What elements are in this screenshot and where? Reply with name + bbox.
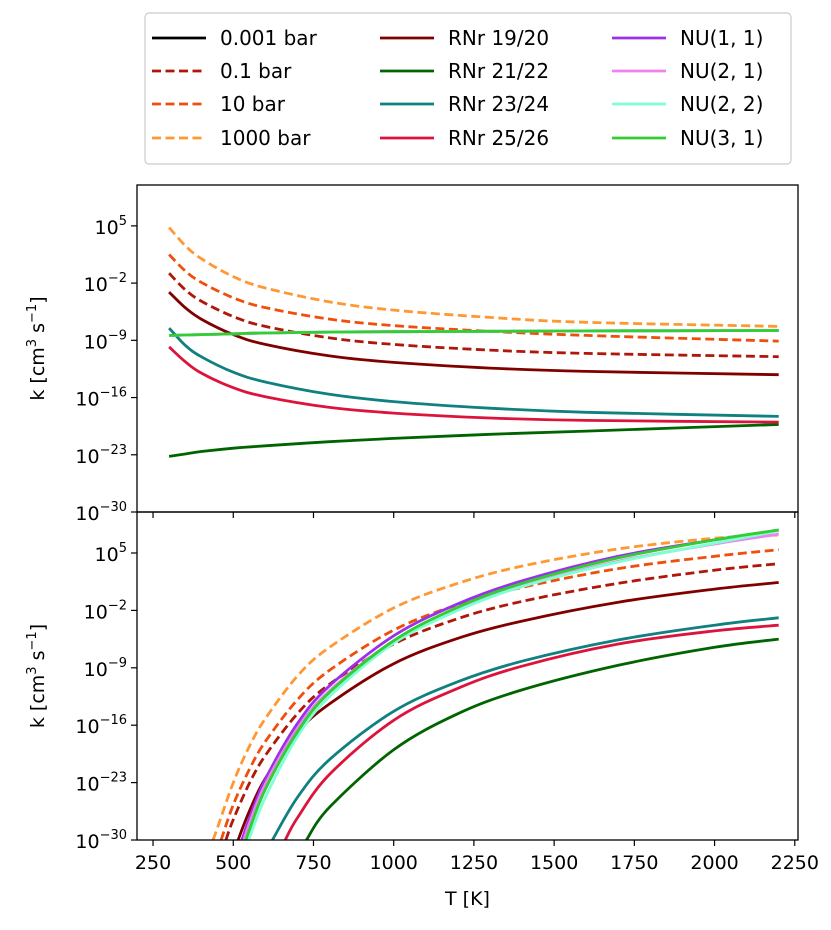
y-tick-label: 105 xyxy=(95,541,127,566)
legend-label: RNr 21/22 xyxy=(448,59,549,83)
x-tick-label: 500 xyxy=(215,852,251,874)
legend-label: NU(1, 1) xyxy=(680,26,763,50)
series-line-rnr-23-24 xyxy=(168,327,779,418)
y-tick-label: 10−23 xyxy=(75,443,127,468)
legend-item-nu-1-1: NU(1, 1) xyxy=(612,26,763,50)
y-tick-label: 10−2 xyxy=(84,271,127,296)
x-tick-label: 2000 xyxy=(690,852,738,874)
x-tick-label: 250 xyxy=(135,852,171,874)
y-tick-label: 10−30 xyxy=(75,828,127,853)
x-tick-label: 1000 xyxy=(370,852,418,874)
series-line-rnr-21-22 xyxy=(168,423,779,458)
legend-label: 10 bar xyxy=(220,92,286,116)
legend-item-nu-3-1: NU(3, 1) xyxy=(612,126,763,150)
x-tick-label: 1500 xyxy=(530,852,578,874)
legend-item-0-1-bar: 0.1 bar xyxy=(152,59,292,83)
y-tick-label: 10−16 xyxy=(75,713,127,738)
series-line-rnr-19-20-1000-bar xyxy=(211,533,779,840)
series-line-rnr-25-26 xyxy=(168,345,779,424)
series-line-nu-1-1 xyxy=(240,528,779,840)
legend-label: 0.1 bar xyxy=(220,59,292,83)
y-axis-label: k [cm3 s−1] xyxy=(25,624,49,728)
legend-item-1000-bar: 1000 bar xyxy=(152,126,311,150)
series-line-nu-2-2 xyxy=(247,529,779,840)
series-line-rnr-21-22 xyxy=(305,637,779,840)
legend-label: NU(3, 1) xyxy=(680,126,763,150)
series-line-rnr-19-20-10-bar xyxy=(219,548,779,840)
legend-item-rnr-23-24: RNr 23/24 xyxy=(380,92,549,116)
legend-label: RNr 23/24 xyxy=(448,92,549,116)
legend-item-rnr-19-20: RNr 19/20 xyxy=(380,26,549,50)
series-group xyxy=(168,226,779,458)
legend-label: RNr 19/20 xyxy=(448,26,549,50)
legend-label: NU(2, 2) xyxy=(680,92,763,116)
series-line-rnr-19-20-0-1-bar xyxy=(168,272,779,359)
y-tick-label: 10−16 xyxy=(75,386,127,411)
x-tick-label: 750 xyxy=(295,852,331,874)
series-line-nu-3-1 xyxy=(244,528,779,840)
series-line-nu-3-1 xyxy=(169,329,779,337)
chart-panel-top: 10−30 10−23 10−16 10−9 10−2 105 k [cm3 s−1] xyxy=(25,184,799,525)
x-axis-label: T [K] xyxy=(444,888,490,910)
series-line-rnr-19-20-1000-bar xyxy=(168,226,779,328)
legend-item-nu-2-1: NU(2, 1) xyxy=(612,59,763,83)
x-tick-label: 1750 xyxy=(610,852,658,874)
legend-item-nu-2-2: NU(2, 2) xyxy=(612,92,763,116)
series-line-rnr-19-20-0-001-bar xyxy=(236,581,779,840)
legend-frame xyxy=(144,12,792,165)
legend: 0.001 bar 0.1 bar 10 bar 1000 bar RNr 19/20 R… xyxy=(144,12,792,165)
y-tick-label: 10−30 xyxy=(75,500,127,525)
plot-frame xyxy=(136,511,799,841)
series-line-rnr-19-20-10-bar xyxy=(168,253,779,343)
series-line-rnr-23-24 xyxy=(271,616,779,840)
series-group xyxy=(211,528,779,840)
x-tick-label: 2250 xyxy=(771,852,819,874)
y-tick-label: 10−9 xyxy=(84,656,127,681)
y-axis-label: k [cm3 s−1] xyxy=(25,296,49,400)
legend-item-0-001-bar: 0.001 bar xyxy=(152,26,318,50)
chart-panel-bottom: 10−30 10−23 10−16 10−9 10−2 105 250 500 750 1000 1… xyxy=(25,511,819,910)
legend-item-rnr-21-22: RNr 21/22 xyxy=(380,59,549,83)
y-tick-label: 10−23 xyxy=(75,771,127,796)
legend-label: NU(2, 1) xyxy=(680,59,763,83)
y-tick-label: 10−2 xyxy=(84,598,127,623)
series-line-rnr-19-20-0-001-bar xyxy=(168,291,779,377)
legend-label: 0.001 bar xyxy=(220,26,318,50)
y-tick-label: 105 xyxy=(95,214,127,239)
series-line-rnr-25-26 xyxy=(283,623,779,840)
legend-label: RNr 25/26 xyxy=(448,126,549,150)
x-tick-label: 1250 xyxy=(450,852,498,874)
legend-item-rnr-25-26: RNr 25/26 xyxy=(380,126,549,150)
legend-item-10-bar: 10 bar xyxy=(152,92,286,116)
legend-label: 1000 bar xyxy=(220,126,311,150)
y-tick-label: 10−9 xyxy=(84,328,127,353)
